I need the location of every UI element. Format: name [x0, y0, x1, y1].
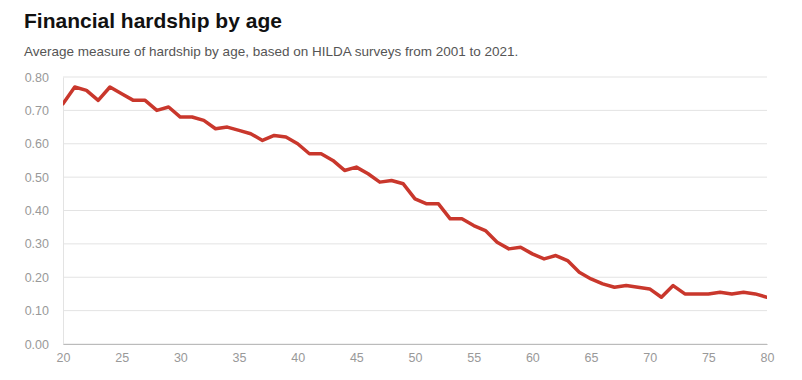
grid-line	[63, 143, 767, 144]
grid-line	[63, 277, 767, 278]
x-tick-label: 50	[409, 351, 423, 365]
y-tick: 0.00	[25, 338, 63, 352]
x-tick: 60	[526, 344, 540, 365]
y-tick: 0.70	[25, 104, 63, 118]
x-tick: 30	[174, 344, 188, 365]
y-tick-label: 0.00	[25, 338, 49, 352]
x-tick: 50	[409, 344, 423, 365]
y-tick-label: 0.30	[25, 237, 49, 251]
line	[63, 87, 767, 297]
y-tick: 0.40	[25, 204, 63, 218]
y-axis: 0.00 0.10 0.20 0.30 0.40 0.50 0.60 0.70 0.80	[25, 71, 64, 352]
y-tick-label: 0.20	[25, 271, 49, 285]
x-tick-label: 60	[526, 351, 540, 365]
x-tick: 75	[702, 344, 716, 365]
grid-line	[63, 77, 767, 78]
x-tick: 35	[233, 344, 247, 365]
y-tick-label: 0.80	[25, 71, 49, 85]
title: Financial hardship by age	[24, 9, 282, 32]
x-tick-label: 80	[761, 351, 775, 365]
y-tick: 0.60	[25, 137, 63, 151]
y-tick: 0.20	[25, 271, 63, 285]
x-tick-label: 30	[174, 351, 188, 365]
x-tick: 55	[467, 344, 481, 365]
grid-line	[63, 310, 767, 311]
marks	[63, 87, 767, 297]
chart: Financial hardship by age Average measure…	[0, 0, 802, 380]
x-tick-label: 25	[115, 351, 129, 365]
subtitle: Average measure of hardship by age, base…	[24, 44, 518, 59]
grid-line	[63, 344, 767, 345]
grid-line	[63, 210, 767, 211]
x-tick-label: 70	[643, 351, 657, 365]
x-tick-label: 75	[702, 351, 716, 365]
x-tick: 65	[585, 344, 599, 365]
x-tick-label: 35	[233, 351, 247, 365]
x-tick-label: 65	[585, 351, 599, 365]
x-tick: 70	[643, 344, 657, 365]
x-tick: 20	[57, 344, 71, 365]
grid-line	[63, 110, 767, 111]
x-tick: 25	[115, 344, 129, 365]
x-axis-line	[64, 344, 768, 345]
x-axis: 20 25 30 35 40 45 50 55 60 65 70 75 80	[57, 344, 775, 365]
y-tick: 0.80	[25, 71, 63, 85]
grid	[63, 77, 767, 344]
x-tick: 80	[761, 344, 775, 365]
x-tick: 45	[350, 344, 364, 365]
y-tick-label: 0.10	[25, 304, 49, 318]
y-tick-label: 0.40	[25, 204, 49, 218]
x-tick-label: 40	[291, 351, 305, 365]
y-tick: 0.50	[25, 171, 63, 185]
y-tick-label: 0.70	[25, 104, 49, 118]
x-tick-label: 20	[57, 351, 71, 365]
y-axis-line	[63, 78, 64, 345]
x-tick-label: 45	[350, 351, 364, 365]
y-tick: 0.30	[25, 237, 63, 251]
y-tick-label: 0.50	[25, 171, 49, 185]
y-tick-label: 0.60	[25, 137, 49, 151]
y-tick: 0.10	[25, 304, 63, 318]
grid-line	[63, 177, 767, 178]
grid-line	[63, 243, 767, 244]
plot: 0.00 0.10 0.20 0.30 0.40 0.50 0.60 0.70 0.80 20 25…	[25, 71, 775, 365]
x-tick-label: 55	[467, 351, 481, 365]
x-tick: 40	[291, 344, 305, 365]
